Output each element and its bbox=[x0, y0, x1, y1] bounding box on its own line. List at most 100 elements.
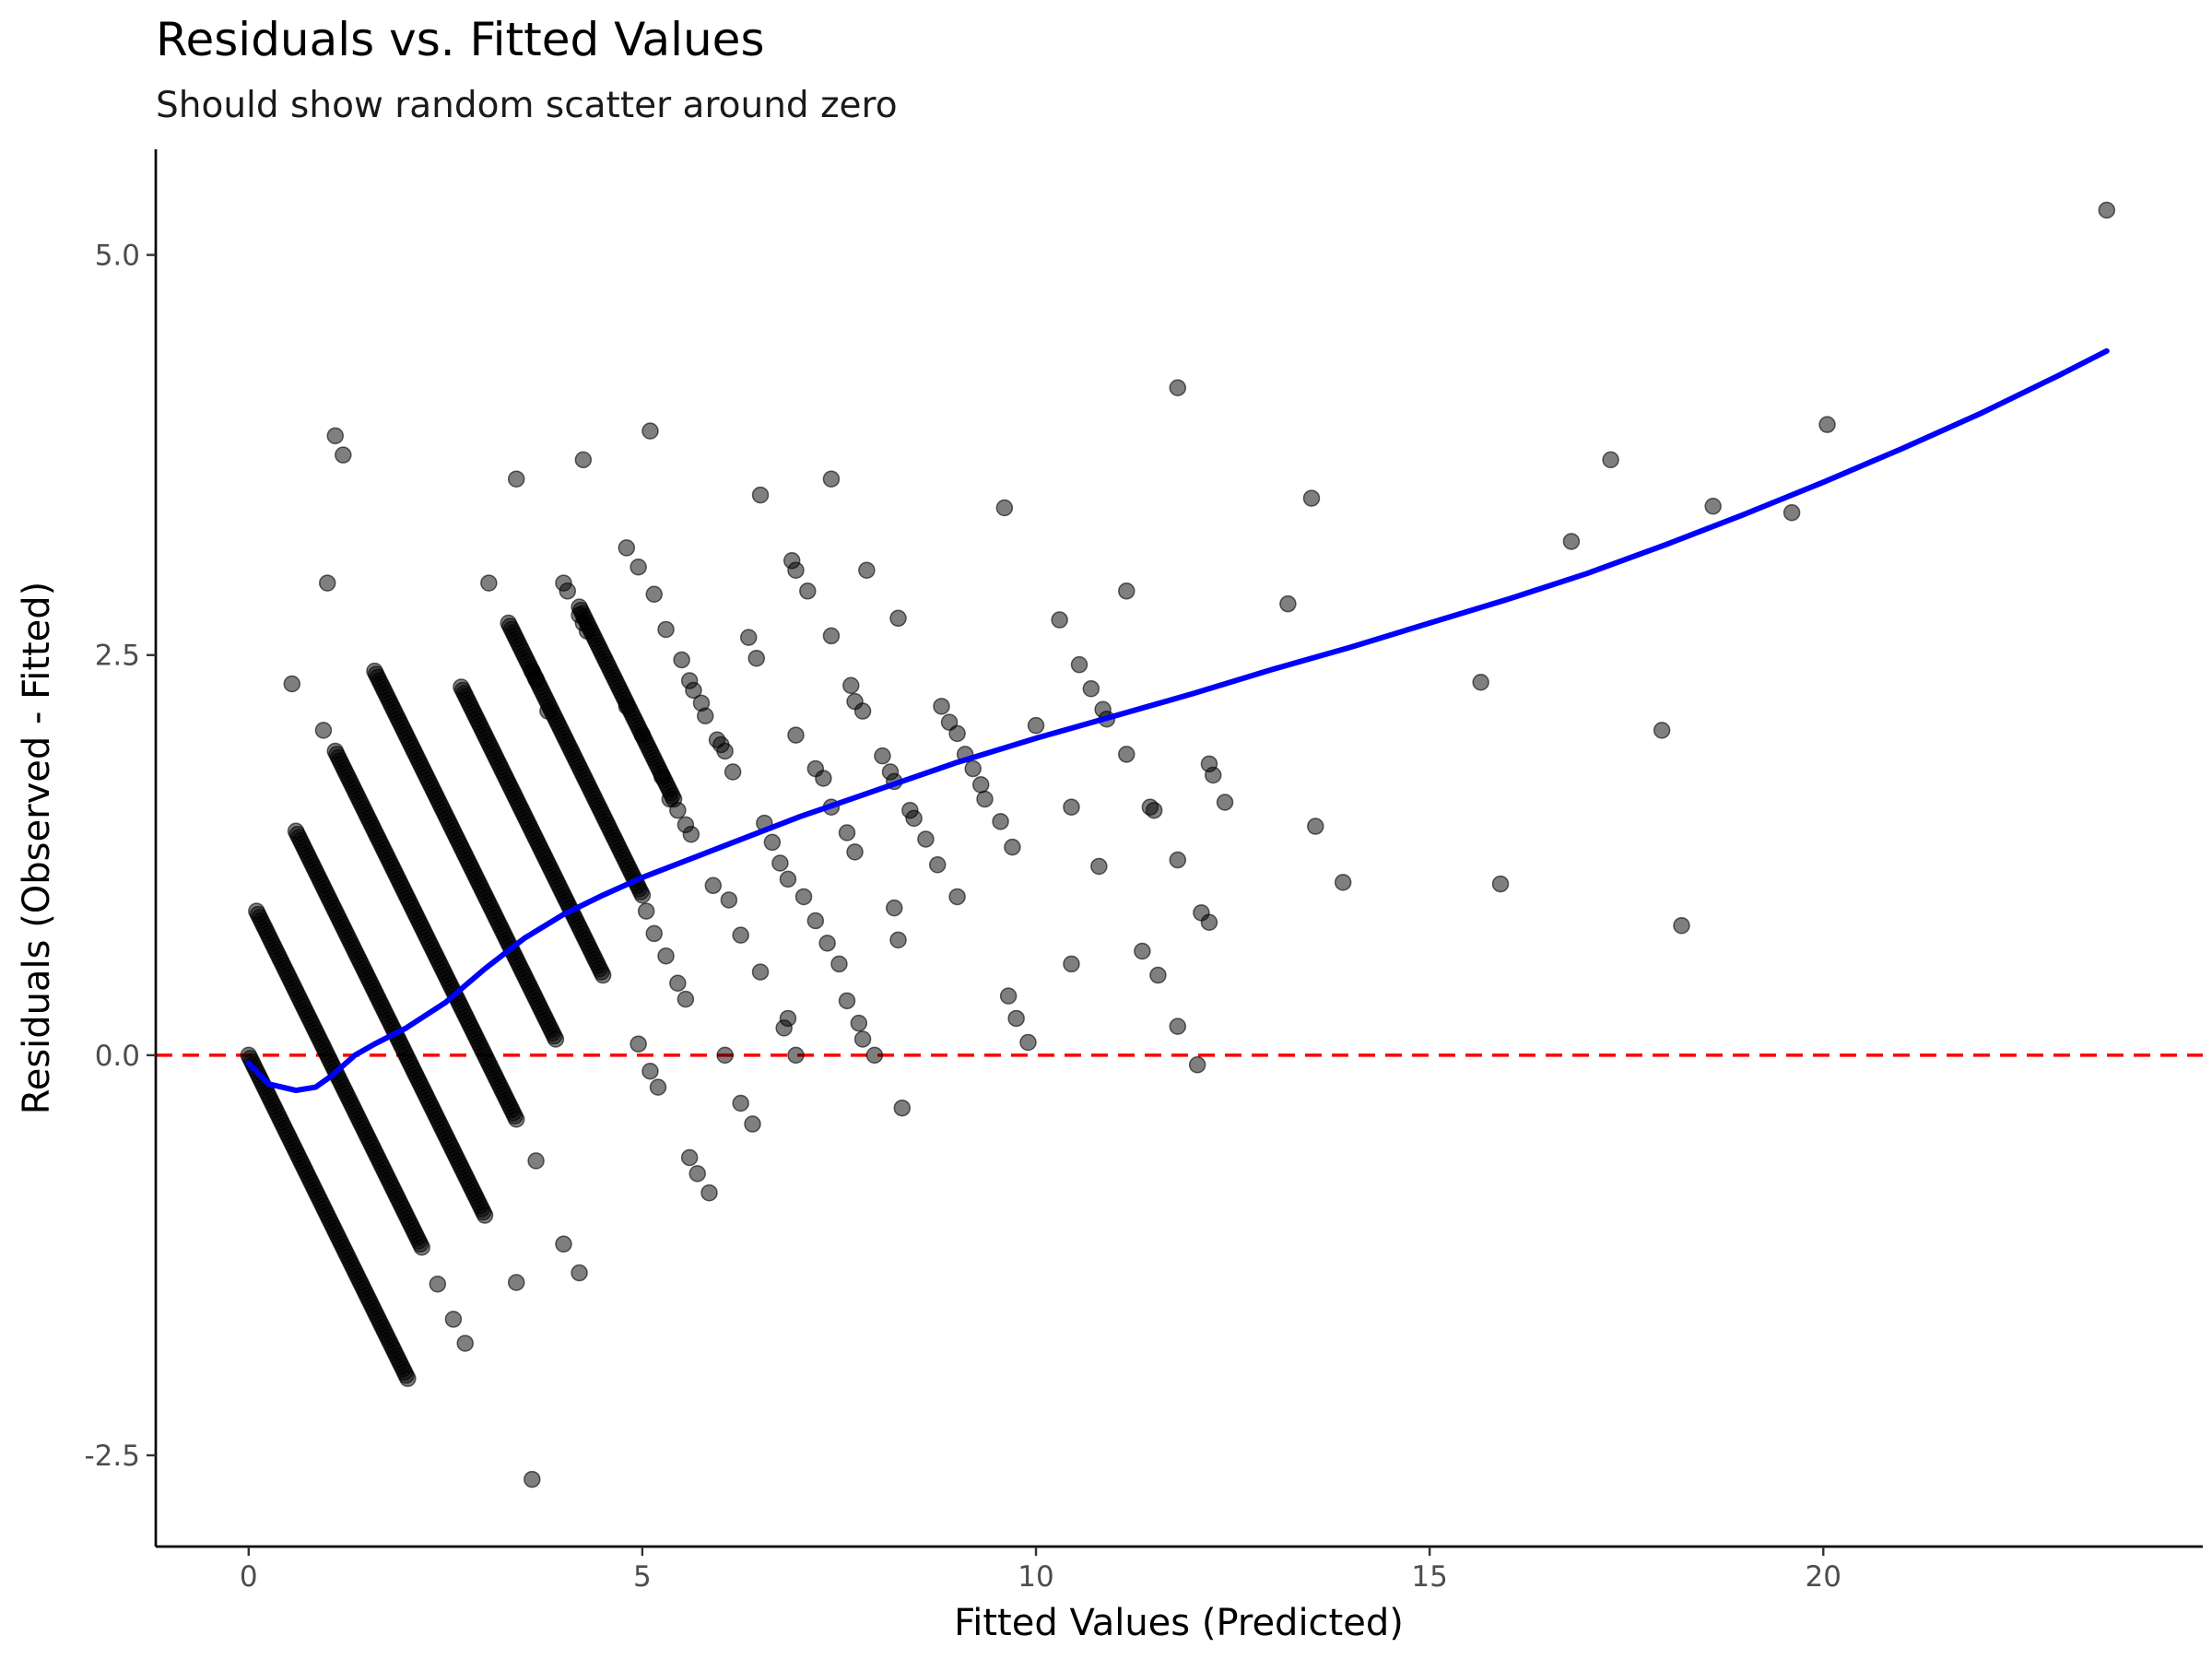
data-point bbox=[524, 1470, 541, 1488]
data-point bbox=[618, 539, 636, 557]
data-point bbox=[1007, 1009, 1025, 1028]
data-point bbox=[850, 1014, 868, 1032]
scatter-points bbox=[240, 201, 2116, 1488]
data-point bbox=[751, 963, 770, 981]
x-tick-label: 5 bbox=[633, 1560, 652, 1594]
data-point bbox=[794, 888, 813, 906]
data-point bbox=[547, 1030, 565, 1048]
data-point bbox=[716, 742, 734, 760]
data-point bbox=[1070, 655, 1088, 674]
x-axis: 0 5 10 15 20 bbox=[156, 1545, 2203, 1594]
data-point bbox=[399, 1370, 417, 1387]
data-point bbox=[318, 574, 336, 592]
data-point bbox=[815, 770, 832, 787]
data-point bbox=[527, 670, 545, 688]
data-point bbox=[1673, 916, 1690, 935]
data-point bbox=[853, 1030, 872, 1048]
data-point bbox=[1145, 801, 1163, 819]
x-tick-label: 20 bbox=[1806, 1560, 1841, 1594]
data-point bbox=[507, 1111, 525, 1128]
data-point bbox=[1204, 766, 1222, 784]
data-point bbox=[1602, 451, 1619, 469]
y-axis-ticks: -2.5 0.0 2.5 5.0 bbox=[85, 240, 156, 1473]
data-point bbox=[842, 677, 860, 694]
data-point bbox=[771, 854, 789, 872]
data-point bbox=[1019, 1033, 1037, 1052]
y-tick-label: 5.0 bbox=[95, 240, 140, 273]
plot-area bbox=[156, 201, 2203, 1488]
data-point bbox=[507, 470, 525, 488]
smooth-trend-line bbox=[245, 347, 2110, 1094]
data-point bbox=[1051, 611, 1068, 629]
data-point bbox=[1472, 674, 1489, 691]
data-point bbox=[653, 768, 671, 785]
data-point bbox=[657, 947, 675, 965]
data-point bbox=[578, 622, 596, 640]
data-point bbox=[822, 627, 841, 645]
data-point bbox=[1090, 857, 1108, 876]
data-point bbox=[704, 877, 723, 895]
data-point bbox=[645, 585, 663, 604]
data-point bbox=[830, 955, 848, 973]
data-point bbox=[697, 707, 714, 724]
data-point bbox=[1653, 722, 1671, 739]
data-point bbox=[507, 1274, 525, 1291]
data-point bbox=[889, 931, 907, 949]
data-point bbox=[893, 1099, 912, 1117]
data-point bbox=[594, 966, 612, 984]
data-point bbox=[1491, 875, 1510, 893]
y-tick-label: -2.5 bbox=[85, 1440, 141, 1473]
data-point bbox=[732, 926, 749, 944]
data-point bbox=[673, 651, 690, 669]
data-point bbox=[1063, 798, 1080, 816]
data-point bbox=[413, 1239, 430, 1256]
data-point bbox=[629, 558, 647, 576]
data-point bbox=[283, 675, 301, 693]
data-point bbox=[889, 609, 907, 628]
data-point bbox=[787, 1046, 805, 1065]
data-point bbox=[641, 1062, 659, 1080]
data-point bbox=[716, 1046, 734, 1065]
chart-subtitle: Should show random scatter around zero bbox=[156, 85, 898, 126]
data-point bbox=[444, 1311, 463, 1328]
data-point bbox=[641, 422, 659, 440]
data-point bbox=[929, 855, 947, 874]
data-point bbox=[1118, 582, 1135, 600]
y-tick-label: 0.0 bbox=[95, 1040, 140, 1073]
data-point bbox=[787, 726, 805, 744]
x-axis-title: Fitted Values (Predicted) bbox=[954, 1602, 1404, 1644]
data-point bbox=[822, 470, 841, 488]
data-point bbox=[917, 830, 935, 848]
data-point bbox=[700, 1183, 718, 1202]
data-point bbox=[669, 801, 687, 819]
data-point bbox=[657, 620, 675, 639]
data-point bbox=[1200, 913, 1218, 931]
data-point bbox=[456, 1335, 474, 1352]
data-point bbox=[779, 1009, 797, 1028]
data-point bbox=[858, 561, 876, 579]
data-point bbox=[806, 912, 825, 930]
data-point bbox=[1169, 379, 1187, 396]
data-point bbox=[574, 451, 593, 469]
data-point bbox=[680, 1148, 699, 1167]
data-point bbox=[763, 833, 782, 852]
data-point bbox=[744, 1115, 761, 1133]
data-point bbox=[1704, 497, 1722, 515]
data-point bbox=[1818, 416, 1836, 433]
data-point bbox=[751, 486, 770, 504]
data-point bbox=[846, 843, 864, 861]
data-point bbox=[539, 702, 557, 720]
data-point bbox=[1082, 679, 1100, 698]
data-point bbox=[1562, 533, 1581, 550]
data-point bbox=[649, 1078, 667, 1096]
data-point bbox=[1783, 503, 1801, 522]
data-point bbox=[976, 790, 994, 808]
data-point bbox=[799, 582, 817, 600]
data-point bbox=[1149, 966, 1167, 984]
data-point bbox=[995, 499, 1014, 517]
data-point bbox=[838, 824, 856, 841]
data-point bbox=[886, 899, 903, 917]
x-axis-ticks: 0 5 10 15 20 bbox=[240, 1547, 1841, 1594]
y-axis: -2.5 0.0 2.5 5.0 bbox=[85, 149, 158, 1547]
data-point bbox=[999, 987, 1018, 1005]
